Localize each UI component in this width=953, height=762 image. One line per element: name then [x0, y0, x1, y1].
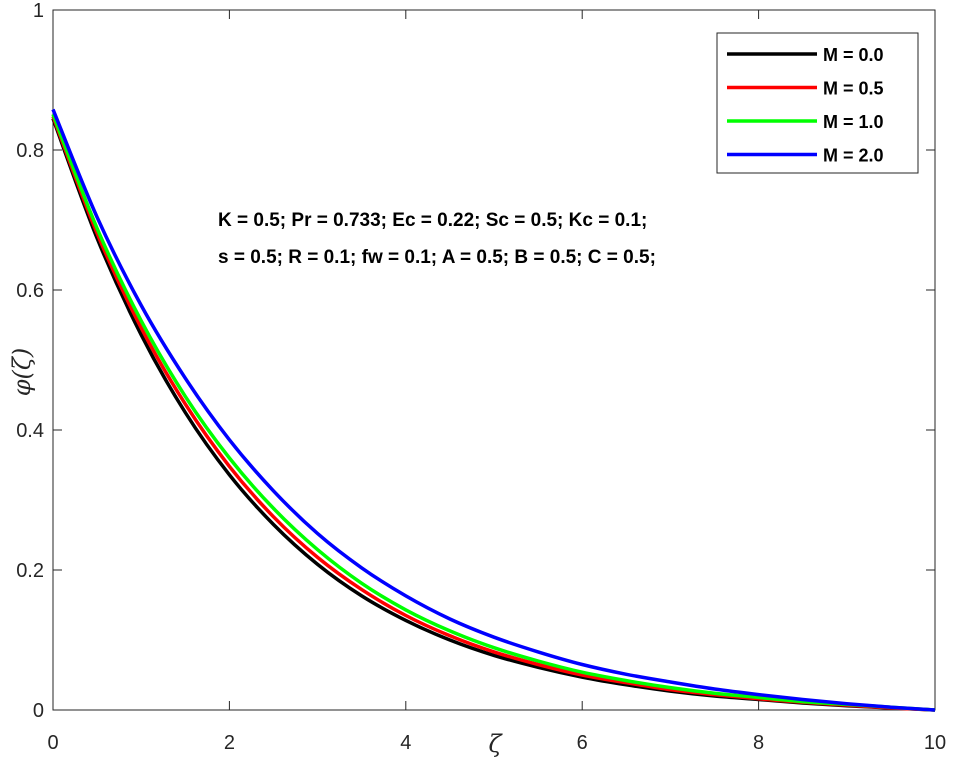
annotation-text: s = 0.5; R = 0.1; fw = 0.1; A = 0.5; B =… [218, 247, 656, 268]
x-tick-label: 0 [47, 732, 58, 754]
x-tick-label: 4 [400, 732, 411, 754]
x-axis-label: ζ [488, 730, 503, 758]
x-tick-label: 8 [753, 732, 764, 754]
legend-entry: M = 2.0 [823, 146, 884, 166]
y-tick-label: 0.6 [16, 280, 44, 302]
x-tick-label: 6 [577, 732, 588, 754]
annotations: K = 0.5; Pr = 0.733; Ec = 0.22; Sc = 0.5… [218, 210, 656, 268]
legend-box [716, 32, 919, 174]
y-tick-label: 0 [33, 700, 44, 722]
x-tick-label: 2 [224, 732, 235, 754]
legend: M = 0.0 M = 0.5 M = 1.0 M = 2.0 [716, 32, 919, 174]
y-tick-label: 0.4 [16, 420, 44, 442]
y-tick-label: 0.8 [16, 140, 44, 162]
x-tick-label: 10 [924, 732, 946, 754]
legend-entry: M = 0.0 [823, 45, 884, 65]
y-axis-label: φ(ζ) [8, 348, 36, 397]
y-tick-label: 0.2 [16, 560, 44, 582]
annotation-text: K = 0.5; Pr = 0.733; Ec = 0.22; Sc = 0.5… [218, 210, 647, 231]
legend-entry: M = 0.5 [823, 79, 884, 99]
series-line-2 [51, 113, 936, 712]
series-line-3 [51, 108, 936, 712]
y-tick-label: 1 [33, 0, 44, 22]
legend-entry: M = 1.0 [823, 112, 884, 132]
